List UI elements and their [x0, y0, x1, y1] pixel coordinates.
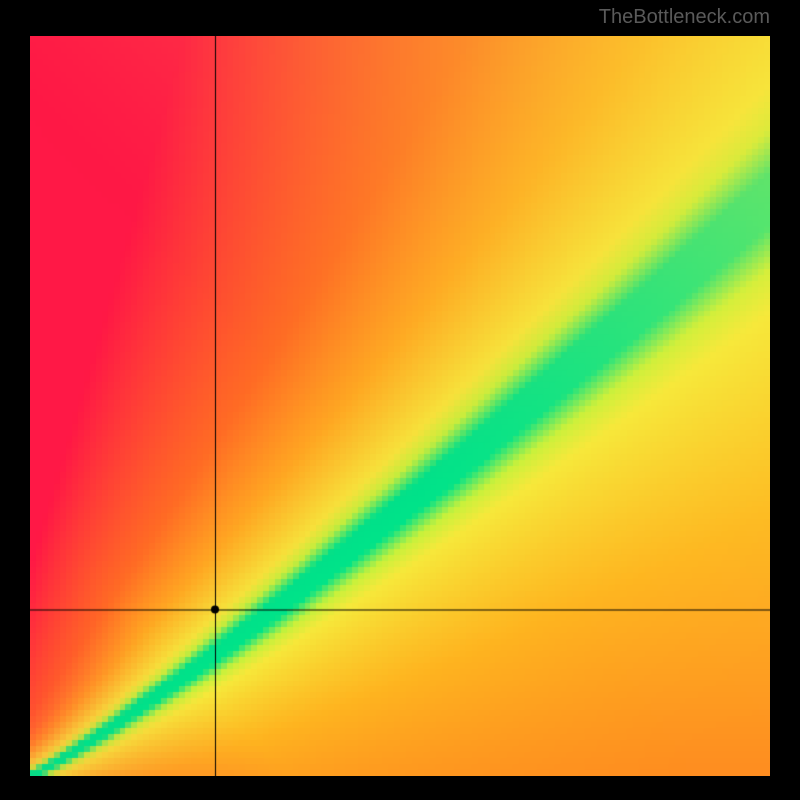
heatmap-canvas — [30, 36, 770, 776]
chart-container: TheBottleneck.com — [0, 0, 800, 800]
heatmap-plot — [30, 36, 770, 776]
watermark-text: TheBottleneck.com — [599, 6, 770, 29]
